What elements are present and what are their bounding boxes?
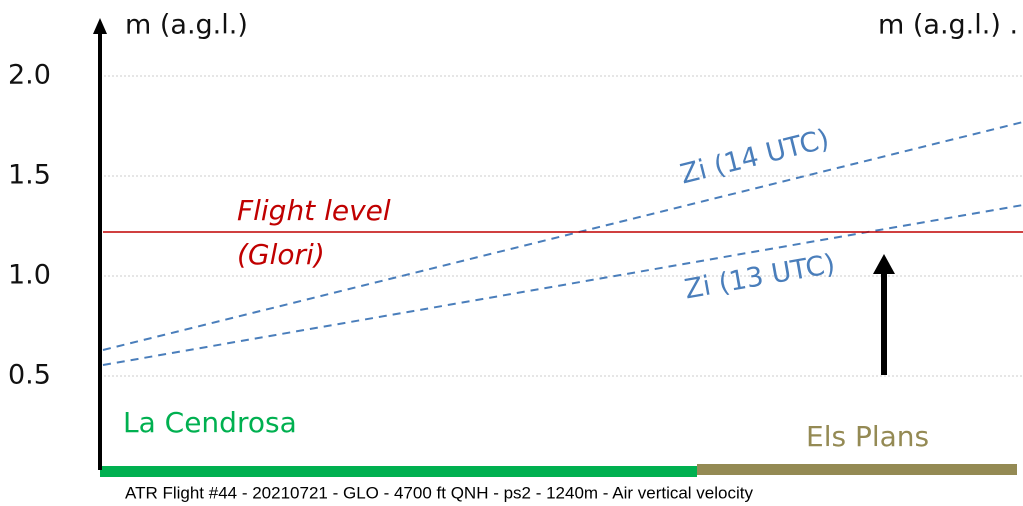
- ground-la-cendrosa: [100, 466, 697, 477]
- y-axis-arrow: [93, 18, 107, 34]
- y-tick-label: 1.5: [8, 160, 51, 191]
- series-label: Zi (13 UTC): [682, 249, 837, 306]
- series-line: [102, 121, 1023, 351]
- arrow-head: [873, 254, 895, 274]
- annotation: Els Plans: [806, 420, 929, 453]
- y-axis-label: m (a.g.l.): [125, 10, 248, 41]
- ground-els-plans: [697, 464, 1017, 475]
- y-tick-label: 2.0: [8, 60, 51, 91]
- annotation: Flight level: [237, 194, 391, 227]
- y2-axis-label: m (a.g.l.) .: [878, 10, 1018, 41]
- annotation: (Glori): [237, 238, 325, 271]
- caption: ATR Flight #44 - 20210721 - GLO - 4700 f…: [125, 483, 753, 502]
- y-tick-label: 0.5: [8, 360, 51, 391]
- annotation: La Cendrosa: [123, 406, 297, 439]
- series-label: Zi (14 UTC): [677, 124, 832, 191]
- y-tick-label: 1.0: [8, 260, 51, 291]
- series-line: [102, 204, 1023, 366]
